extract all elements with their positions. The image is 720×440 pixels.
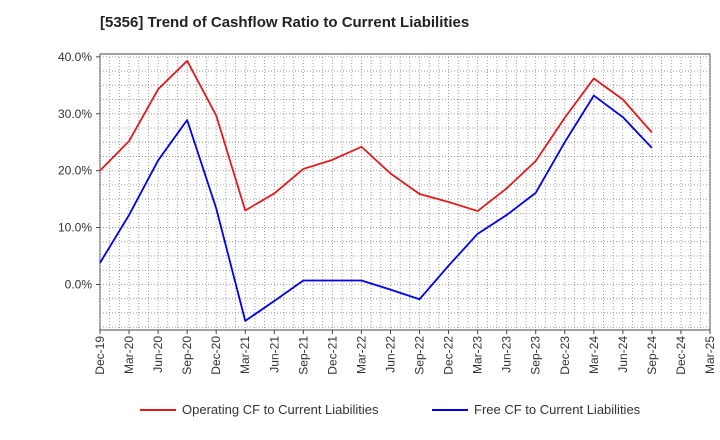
x-tick-label: Dec-19 bbox=[93, 336, 107, 375]
x-tick-label: Sep-23 bbox=[529, 336, 543, 375]
y-tick-label: 20.0% bbox=[58, 164, 92, 178]
series-line-free-cf bbox=[99, 94, 653, 322]
series-line-operating-cf bbox=[99, 59, 653, 212]
x-tick-label: Mar-21 bbox=[238, 336, 252, 374]
x-tick-label: Dec-23 bbox=[558, 336, 572, 375]
x-tick-label: Jun-24 bbox=[616, 336, 630, 373]
x-tick-label: Jun-23 bbox=[500, 336, 514, 373]
x-tick-label: Sep-21 bbox=[296, 336, 310, 375]
y-tick-label: 10.0% bbox=[58, 221, 92, 235]
x-tick-label: Jun-21 bbox=[267, 336, 281, 373]
y-tick-label: 0.0% bbox=[65, 277, 93, 291]
x-tick-label: Mar-22 bbox=[354, 336, 368, 374]
legend-label: Operating CF to Current Liabilities bbox=[182, 402, 379, 417]
x-tick-label: Sep-22 bbox=[413, 336, 427, 375]
x-tick-label: Mar-24 bbox=[587, 336, 601, 374]
x-tick-label: Mar-25 bbox=[703, 336, 717, 374]
x-tick-label: Dec-24 bbox=[674, 336, 688, 375]
x-tick-label: Dec-22 bbox=[442, 336, 456, 375]
x-tick-label: Jun-22 bbox=[383, 336, 397, 373]
y-tick-label: 40.0% bbox=[58, 50, 92, 64]
x-tick-label: Sep-24 bbox=[645, 336, 659, 375]
chart-title: [5356] Trend of Cashflow Ratio to Curren… bbox=[100, 14, 470, 31]
x-tick-label: Mar-23 bbox=[471, 336, 485, 374]
x-tick-label: Jun-20 bbox=[151, 336, 165, 373]
x-tick-label: Dec-20 bbox=[209, 336, 223, 375]
x-tick-label: Dec-21 bbox=[325, 336, 339, 375]
legend-label: Free CF to Current Liabilities bbox=[474, 402, 641, 417]
x-tick-label: Sep-20 bbox=[180, 336, 194, 375]
y-tick-label: 30.0% bbox=[58, 107, 92, 121]
x-tick-label: Mar-20 bbox=[122, 336, 136, 374]
